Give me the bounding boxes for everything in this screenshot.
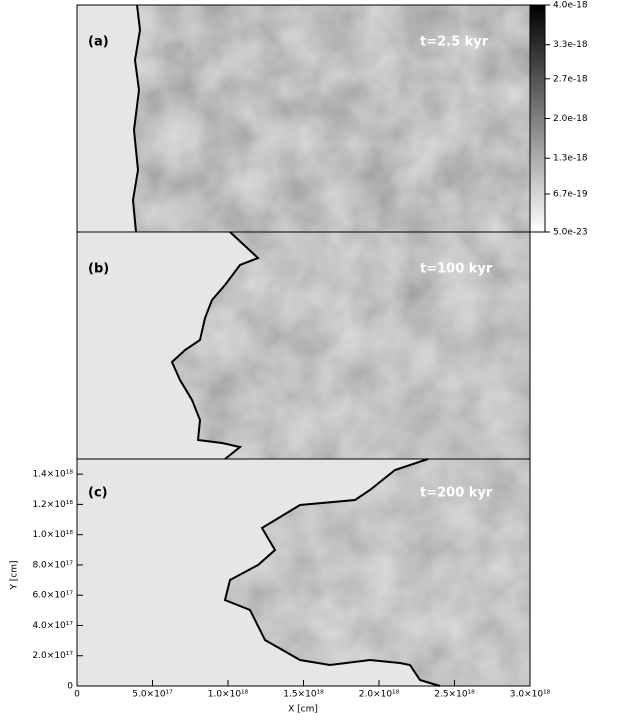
- x-tick-label: 3.0×10¹⁸: [510, 690, 551, 700]
- y-tick-label: 4.0×10¹⁷: [32, 621, 73, 631]
- x-axis-label: X [cm]: [288, 705, 318, 715]
- colorbar-tick-label: 6.7e-19: [553, 189, 588, 199]
- panel-images: [76, 4, 531, 687]
- panel-time: t=200 kyr: [420, 486, 493, 501]
- panel-label: (a): [88, 35, 109, 50]
- y-tick-label: 8.0×10¹⁷: [32, 560, 73, 570]
- contour: [170, 231, 260, 460]
- contour: [131, 4, 142, 233]
- y-tick-label: 2.0×10¹⁷: [32, 651, 73, 661]
- y-axis-label: Y [cm]: [10, 560, 20, 590]
- colorbar: [529, 4, 546, 233]
- y-tick-label: 6.0×10¹⁷: [32, 591, 73, 601]
- panel-label: (c): [88, 486, 108, 501]
- y-tick-label: 1.2×10¹⁸: [32, 500, 73, 510]
- x-tick-label: 2.0×10¹⁸: [359, 690, 400, 700]
- panel-time: t=100 kyr: [420, 262, 493, 277]
- x-tick-label: 0: [74, 690, 80, 700]
- density-a: [133, 5, 530, 232]
- colorbar-tick-label: 2.7e-18: [553, 74, 588, 84]
- colorbar-tick-label: 3.3e-18: [553, 40, 588, 50]
- colorbar-tick-label: 2.0e-18: [553, 114, 588, 124]
- x-tick-label: 1.5×10¹⁸: [283, 690, 324, 700]
- y-tick-label: 1.0×10¹⁸: [32, 530, 73, 540]
- y-tick-label: 1.4×10¹⁸: [32, 470, 73, 480]
- contour: [223, 458, 441, 687]
- panel-label: (b): [88, 262, 109, 277]
- y-tick-label: 0: [67, 682, 73, 692]
- colorbar-tick-label: 1.3e-18: [553, 154, 588, 164]
- x-tick-label: 1.0×10¹⁸: [208, 690, 249, 700]
- colorbar-tick-label: 4.0e-18: [553, 1, 588, 11]
- x-tick-label: 5.0×10¹⁷: [132, 690, 173, 700]
- x-tick-label: 2.5×10¹⁸: [434, 690, 475, 700]
- panel-time: t=2.5 kyr: [420, 35, 489, 50]
- colorbar-tick-label: 5.0e-23: [553, 228, 588, 238]
